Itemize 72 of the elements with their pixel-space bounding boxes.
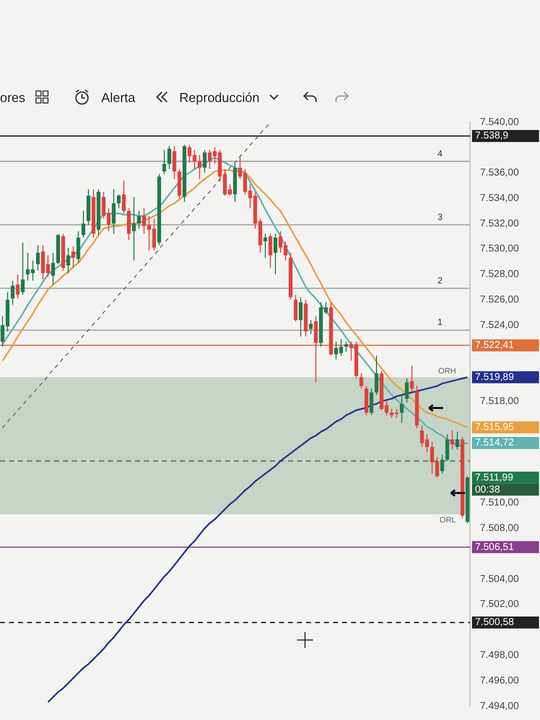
candlestick [410,365,414,393]
candlestick [440,454,444,474]
y-tick-label: 7.536,00 [480,168,520,179]
candlestick [450,430,454,450]
candlestick [344,341,348,352]
text: 7.511,99 [475,472,514,484]
y-tick-label: 7.502,00 [480,599,520,610]
candlestick [455,431,460,450]
candlestick [198,154,202,180]
annotation: 2 [437,275,443,286]
candlestick [308,320,313,335]
text: ores [0,90,26,104]
annotation: 4 [437,148,443,158]
candlestick [36,244,40,272]
text: Reproducción [179,90,260,104]
data-label: 7.515,95 [475,422,514,434]
candlestick [51,252,55,286]
candlestick [274,233,278,275]
data-label: 7.514,72 [475,438,514,449]
ref-line-label: 7.538,9 [475,130,509,142]
candlestick [122,180,126,214]
candlestick [445,434,450,462]
ref-line-label: 7.500,58 [475,617,514,628]
y-tick-label: 7.528,00 [480,269,520,280]
y-tick-label: 7.526,00 [480,294,520,306]
candlestick [126,208,131,241]
candlestick [20,242,25,296]
y-tick-label: 7.524,00 [480,320,520,331]
candlestick [263,233,268,258]
candlestick [10,280,15,306]
candlestick [162,149,166,175]
y-tick-label: 7.494,00 [480,700,520,712]
candlestick [132,196,136,261]
annotation: 1 [437,317,443,328]
candlestick [404,378,409,404]
candlestick [167,146,172,170]
candlestick [137,210,141,230]
y-tick-label: 7.532,00 [480,218,520,230]
y-tick-label: 7.510,00 [480,498,520,509]
candlestick [268,233,272,268]
candlestick [172,146,176,180]
candlestick [314,316,318,383]
y-tick-label: 7.530,00 [480,244,520,255]
ref-line-label: 7.522,41 [475,340,514,352]
y-tick-label: 7.540,00 [480,116,520,128]
candlestick [370,388,374,416]
y-tick-label: 7.498,00 [480,650,520,661]
annotation: 3 [437,212,443,222]
y-tick-label: 7.504,00 [480,574,520,585]
ref-line-label: 7.506,51 [475,542,514,553]
data-label: 7.519,89 [475,372,514,384]
candlestick [298,296,303,338]
candlestick [359,372,364,390]
candlestick [374,355,378,396]
y-tick-label: 7.534,00 [480,192,520,204]
annotation: ORL [440,516,457,524]
candlestick [294,294,298,322]
candlestick [81,210,86,238]
y-tick-label: 7.508,00 [480,523,520,534]
candlestick [112,188,116,234]
candlestick [76,230,80,264]
candlestick [116,194,121,209]
candlestick [16,274,20,299]
y-tick-label: 7.518,00 [480,396,520,408]
y-tick-label: 7.496,00 [480,675,520,686]
text: 00:38 [475,484,500,496]
candlestick [66,247,70,274]
text: Alerta [101,90,136,104]
line-series [2,122,271,428]
annotation: ORH [438,366,456,376]
candlestick [202,149,207,174]
candlestick [71,246,76,268]
